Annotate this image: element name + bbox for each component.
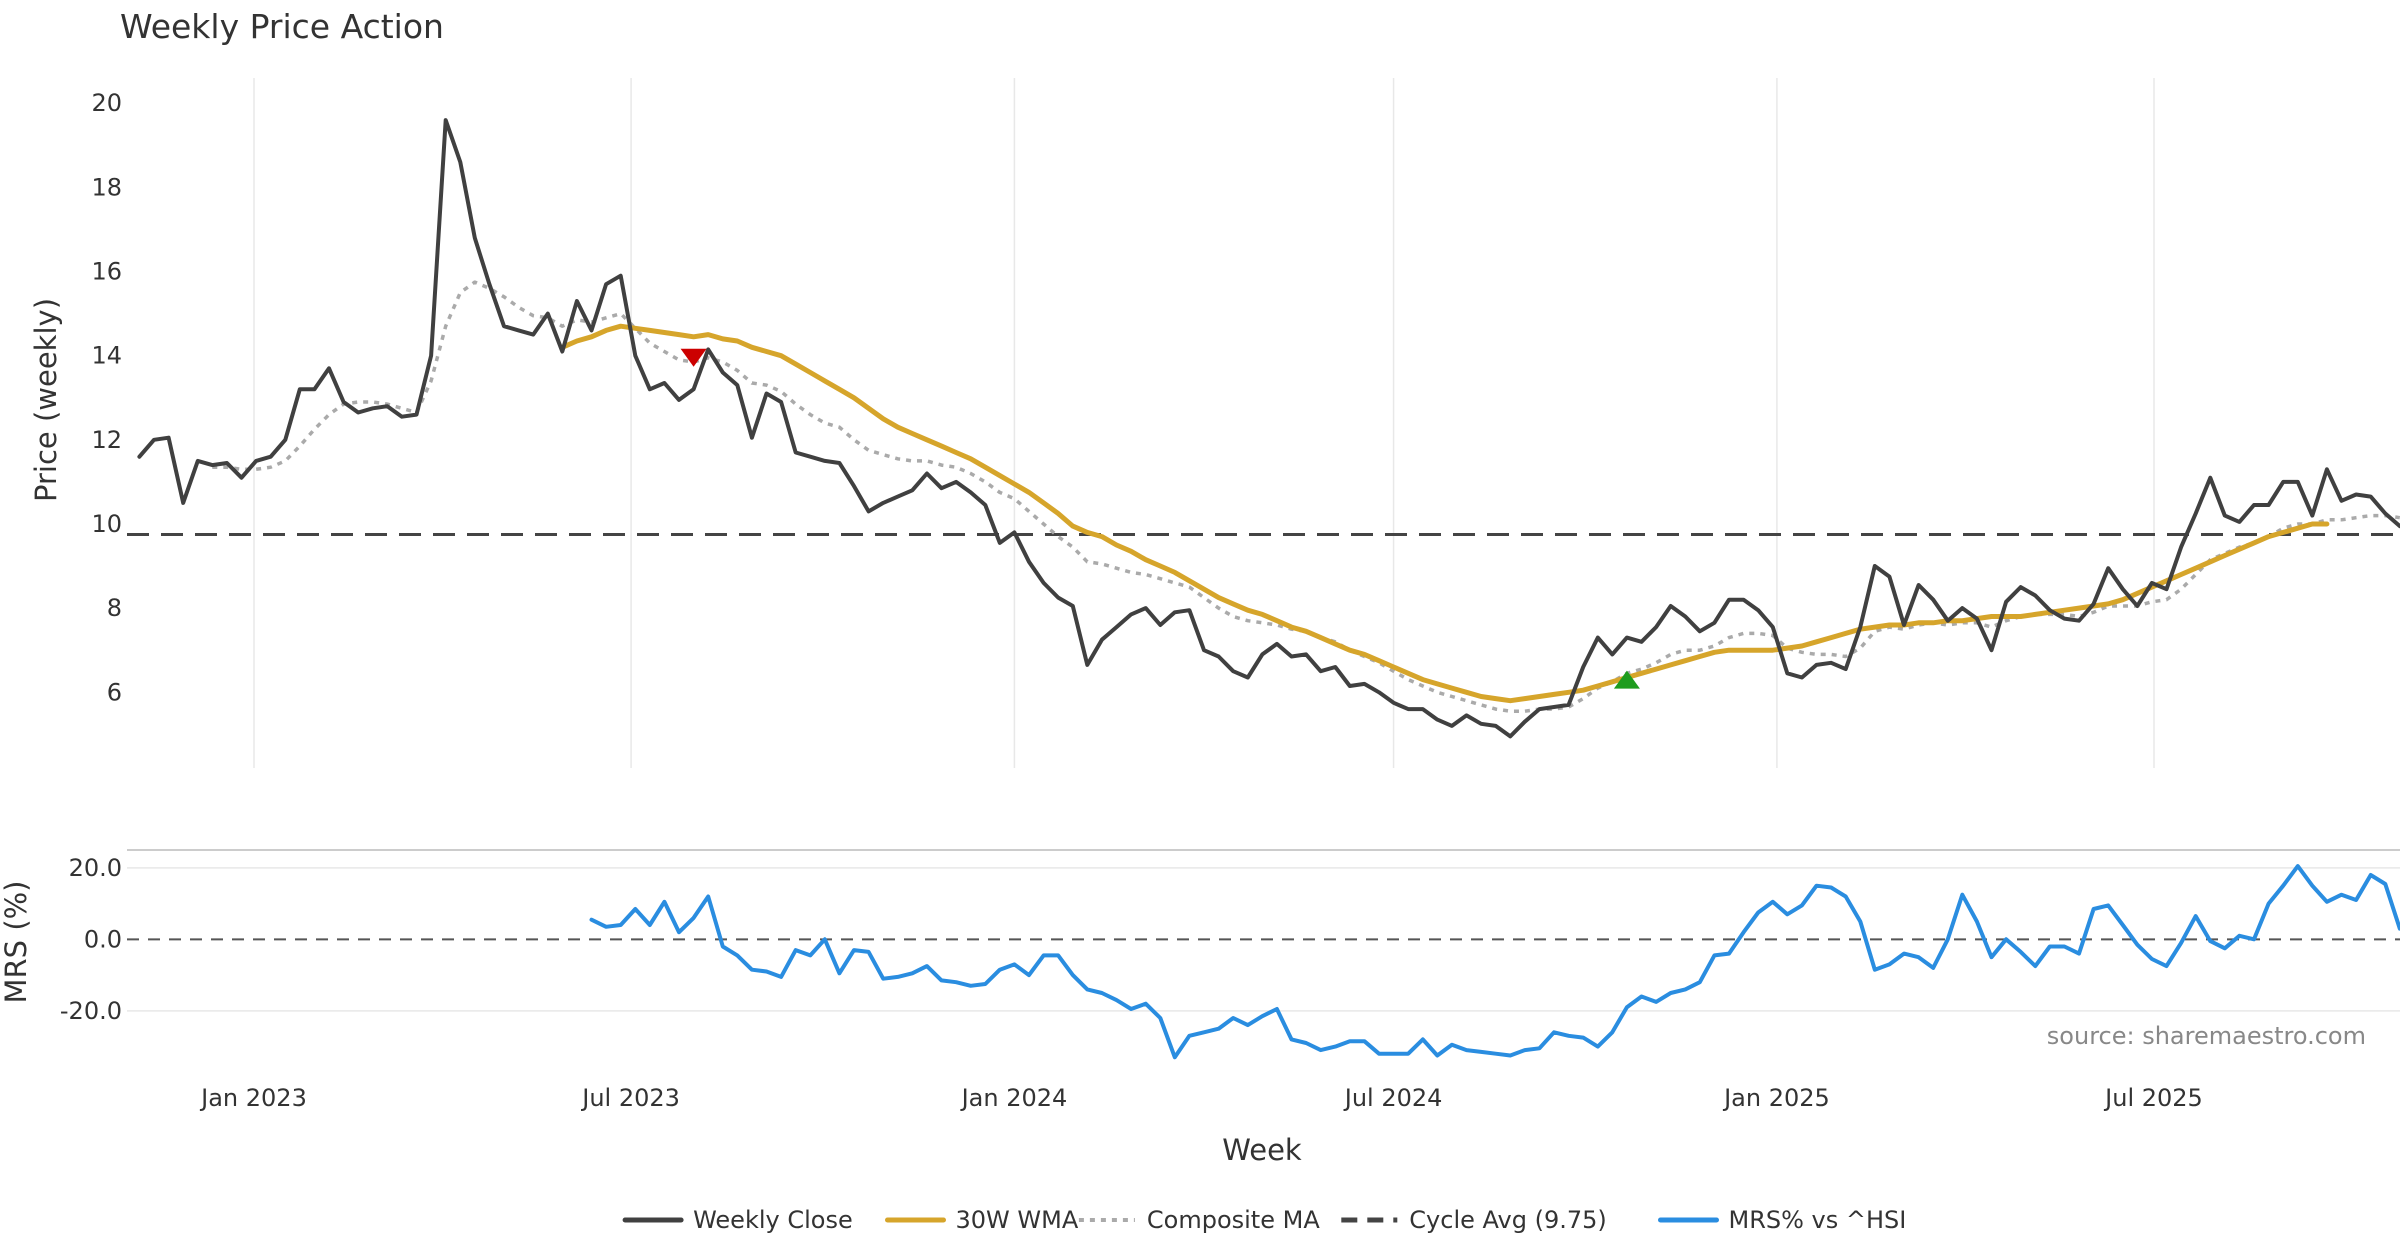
price-y-tick-7: 20 <box>91 89 122 117</box>
legend: Weekly Close 30W WMA Composite MA Cycle Avg… <box>622 1206 1907 1234</box>
axes-layer: Jan 2023 Jul 2023 Jan 2024 Jul 2024 Jan 2025… <box>60 89 2203 1112</box>
series-layer <box>137 118 2400 1060</box>
series-weekly-close <box>137 118 2400 739</box>
series-30w-wma <box>559 323 2330 704</box>
series-composite-ma <box>212 280 2400 713</box>
markers-layer <box>680 348 1640 689</box>
x-tick-label-0: Jan 2023 <box>199 1084 307 1112</box>
mrs-y-tick-1: 0.0 <box>84 925 122 953</box>
x-tick-label-3: Jul 2024 <box>1343 1084 1443 1112</box>
grid-layer <box>127 78 2400 1012</box>
price-y-tick-0: 6 <box>107 678 122 706</box>
legend-label-weekly-close: Weekly Close <box>693 1206 853 1234</box>
mrs-y-tick-0: 20.0 <box>69 854 122 882</box>
price-y-tick-3: 12 <box>91 426 122 454</box>
price-y-tick-5: 16 <box>91 258 122 286</box>
x-tick-label-2: Jan 2024 <box>960 1084 1068 1112</box>
price-y-tick-4: 14 <box>91 342 122 370</box>
series-mrs-vs-hsi <box>589 864 2400 1060</box>
legend-label-30w-wma: 30W WMA <box>956 1206 1079 1234</box>
sell-marker-0 <box>680 348 707 367</box>
legend-label-cycle-avg-9-75: Cycle Avg (9.75) <box>1409 1206 1606 1234</box>
mrs-y-tick-2: -20.0 <box>60 997 122 1025</box>
x-axis-title: Week <box>1222 1133 1302 1167</box>
x-tick-label-1: Jul 2023 <box>580 1084 680 1112</box>
reference-lines <box>127 532 2400 941</box>
mrs-axis-title: MRS (%) <box>0 881 33 1004</box>
chart-title: Weekly Price Action <box>120 7 444 46</box>
price-y-tick-2: 10 <box>91 510 122 538</box>
legend-label-mrs-vs-hsi: MRS% vs ^HSI <box>1729 1206 1907 1234</box>
price-axis-title: Price (weekly) <box>29 298 63 502</box>
legend-label-composite-ma: Composite MA <box>1147 1206 1320 1234</box>
x-tick-label-4: Jan 2025 <box>1722 1084 1830 1112</box>
buy-marker-1 <box>1613 670 1640 689</box>
price-y-tick-6: 18 <box>91 173 122 201</box>
source-label: source: sharemaestro.com <box>2047 1022 2366 1050</box>
x-tick-label-5: Jul 2025 <box>2103 1084 2203 1112</box>
price-y-tick-1: 8 <box>107 594 122 622</box>
